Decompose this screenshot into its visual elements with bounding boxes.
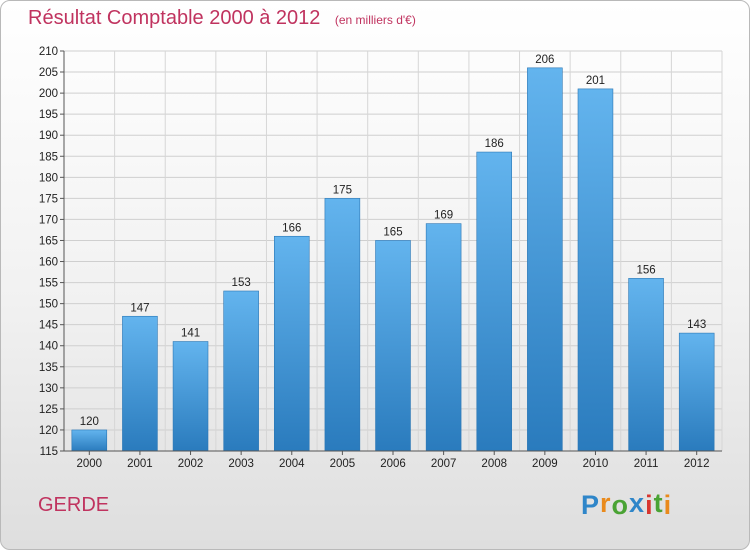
y-tick-label: 180 xyxy=(39,172,58,184)
y-tick-label: 165 xyxy=(39,235,58,247)
logo-letter: i xyxy=(645,490,654,520)
logo-letter: t xyxy=(653,488,664,518)
logo-letter: r xyxy=(600,488,612,518)
logo-letter: P xyxy=(581,490,601,520)
x-tick-label: 2011 xyxy=(634,458,659,470)
bar-value-label: 120 xyxy=(80,416,99,428)
x-tick-label: 2006 xyxy=(380,458,406,470)
bar-value-label: 165 xyxy=(383,226,402,238)
title-row: Résultat Comptable 2000 à 2012 (en milli… xyxy=(28,7,416,30)
y-tick-label: 130 xyxy=(39,383,58,395)
y-tick-label: 175 xyxy=(39,193,58,205)
y-tick-label: 190 xyxy=(39,130,58,142)
proxiti-logo[interactable]: Proxiti xyxy=(581,488,673,521)
bar-value-label: 206 xyxy=(535,54,554,66)
x-tick-label: 2000 xyxy=(77,458,103,470)
x-tick-label: 2003 xyxy=(228,458,254,470)
y-tick-label: 200 xyxy=(39,88,58,100)
y-tick-label: 195 xyxy=(39,109,58,121)
bar xyxy=(425,223,462,452)
bar xyxy=(223,290,259,452)
y-tick-label: 210 xyxy=(39,46,58,58)
x-tick-label: 2001 xyxy=(127,458,153,470)
bar-value-label: 201 xyxy=(586,75,605,87)
y-tick-label: 140 xyxy=(39,341,58,353)
chart-subtitle: (en milliers d'€) xyxy=(334,13,416,27)
bar xyxy=(678,332,715,452)
x-tick-label: 2002 xyxy=(178,458,204,470)
commune-name: GERDE xyxy=(38,494,110,516)
bar xyxy=(577,88,614,452)
x-tick-label: 2007 xyxy=(431,458,457,470)
y-tick-label: 150 xyxy=(39,299,58,311)
bar xyxy=(122,315,158,452)
logo-letter: i xyxy=(663,490,673,520)
y-tick-label: 125 xyxy=(39,404,58,416)
bar xyxy=(628,278,664,452)
bar-value-label: 186 xyxy=(485,138,504,150)
bar-value-label: 175 xyxy=(333,184,352,196)
y-tick-label: 155 xyxy=(39,278,58,290)
logo-letter: x xyxy=(629,488,646,518)
y-tick-label: 115 xyxy=(40,446,58,458)
y-tick-label: 120 xyxy=(39,425,58,437)
y-tick-label: 145 xyxy=(39,320,58,332)
bar xyxy=(324,198,361,452)
bar xyxy=(476,151,512,452)
bar xyxy=(172,341,209,452)
y-tick-label: 170 xyxy=(39,214,58,226)
bar xyxy=(375,240,411,452)
bar xyxy=(527,67,563,452)
x-tick-label: 2009 xyxy=(532,458,558,470)
bar-value-label: 143 xyxy=(687,319,706,331)
y-tick-label: 135 xyxy=(39,362,58,374)
bars: 120 147 141 153 166 175 165 169 186 206 201 156 143 xyxy=(71,54,715,452)
logo-letter: o xyxy=(611,490,630,520)
y-tick-label: 185 xyxy=(39,151,58,163)
x-tick-label: 2005 xyxy=(330,458,356,470)
chart-title: Résultat Comptable 2000 à 2012 xyxy=(28,7,321,29)
x-tick-label: 2008 xyxy=(481,458,507,470)
bar-value-label: 141 xyxy=(181,328,200,340)
bar xyxy=(71,429,108,452)
bar-value-label: 156 xyxy=(636,264,655,276)
y-tick-label: 160 xyxy=(39,257,58,269)
axes: 1151201251301351401451501551601651701751… xyxy=(39,46,722,470)
x-tick-label: 2012 xyxy=(684,458,710,470)
y-tick-label: 205 xyxy=(39,67,58,79)
bar-value-label: 147 xyxy=(130,302,149,314)
bar xyxy=(274,235,310,452)
bar-value-label: 166 xyxy=(282,222,301,234)
bar-value-label: 169 xyxy=(434,210,453,222)
x-tick-label: 2010 xyxy=(583,458,609,470)
bar-value-label: 153 xyxy=(232,277,251,289)
x-tick-label: 2004 xyxy=(279,458,305,470)
